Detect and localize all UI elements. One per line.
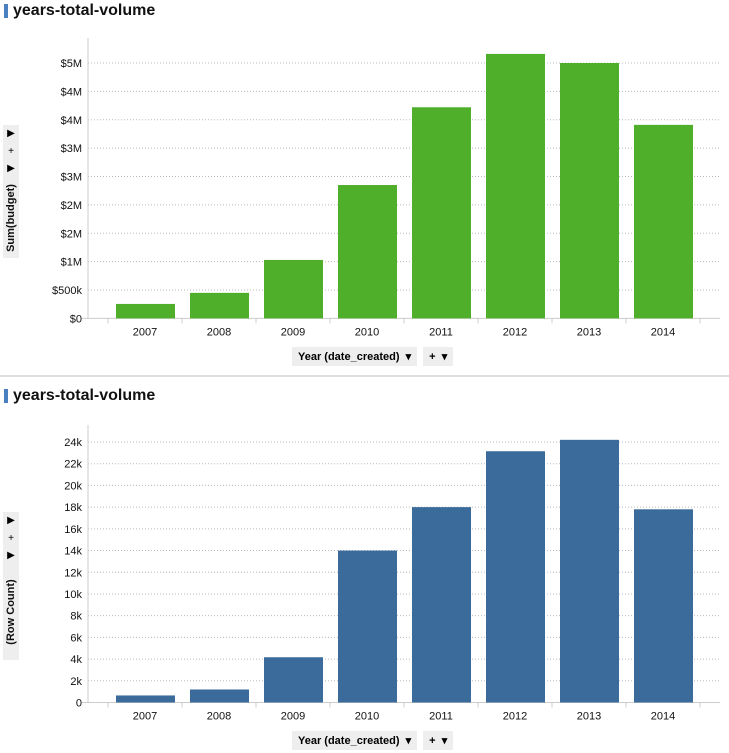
x-tick-label: 2009 bbox=[281, 711, 305, 723]
bar-2013 bbox=[560, 439, 619, 703]
y-tick-label: $4M bbox=[61, 86, 82, 98]
y-tick-label: $500k bbox=[52, 285, 82, 297]
bar-2008 bbox=[190, 689, 249, 703]
add-label: + bbox=[429, 735, 436, 747]
bar-2014 bbox=[634, 509, 693, 703]
y-axis-selector-1[interactable]: Sum(budget) bbox=[3, 178, 19, 258]
expand-arrow-icon[interactable]: ▶ bbox=[7, 128, 15, 139]
y-tick-label: $3M bbox=[61, 143, 82, 155]
y-tick-label: $2M bbox=[61, 228, 82, 240]
add-label: + bbox=[429, 351, 436, 363]
y-tick-label: $3M bbox=[61, 172, 82, 184]
x-tick-label: 2011 bbox=[429, 711, 453, 723]
bar-2008 bbox=[190, 292, 249, 319]
expand-arrow-icon[interactable]: ▶ bbox=[7, 163, 15, 174]
collapse-control-1: ▶ bbox=[3, 160, 19, 178]
y-tick-label: 18k bbox=[64, 502, 82, 514]
y-tick-label: 0 bbox=[76, 698, 82, 710]
add-column-dropdown[interactable]: + ▾ bbox=[423, 731, 454, 750]
bar-2007 bbox=[116, 303, 175, 319]
x-tick-label: 2013 bbox=[577, 711, 601, 723]
y-tick-label: $2M bbox=[61, 200, 82, 212]
x-axis-label: Year (date_created) bbox=[298, 735, 400, 747]
x-tick-label: 2010 bbox=[355, 326, 379, 338]
y-tick-label: 20k bbox=[64, 480, 82, 492]
axis-controls-1: ▶ + bbox=[3, 125, 19, 161]
x-tick-label: 2011 bbox=[429, 326, 453, 338]
axis-controls-2: ▶ + bbox=[3, 512, 19, 548]
bar-2007 bbox=[116, 695, 175, 703]
y-tick-label: 4k bbox=[70, 654, 82, 666]
y-tick-label: 6k bbox=[70, 632, 82, 644]
add-column-dropdown[interactable]: + ▾ bbox=[423, 347, 454, 366]
expand-arrow-icon[interactable]: ▶ bbox=[7, 550, 15, 561]
expand-arrow-icon[interactable]: ▶ bbox=[7, 515, 15, 526]
y-tick-label: 22k bbox=[64, 459, 82, 471]
x-tick-label: 2014 bbox=[651, 711, 675, 723]
title-text: years-total-volume bbox=[13, 2, 156, 19]
bar-2010 bbox=[338, 185, 397, 319]
y-tick-label: $1M bbox=[61, 257, 82, 269]
y-tick-label: 24k bbox=[64, 437, 82, 449]
y-tick-label: $4M bbox=[61, 115, 82, 127]
chart-title-2: years-total-volume bbox=[4, 387, 155, 405]
x-tick-label: 2007 bbox=[133, 711, 157, 723]
x-tick-label: 2007 bbox=[133, 326, 157, 338]
x-tick-label: 2012 bbox=[503, 326, 527, 338]
title-marker bbox=[4, 389, 8, 403]
y-tick-label: $0 bbox=[70, 313, 82, 325]
title-text: years-total-volume bbox=[13, 387, 156, 404]
bar-2012 bbox=[486, 451, 545, 703]
x-tick-label: 2010 bbox=[355, 711, 379, 723]
bar-2012 bbox=[486, 53, 545, 319]
y-tick-label: 12k bbox=[64, 567, 82, 579]
y-axis-selector-2[interactable]: (Row Count) bbox=[3, 564, 19, 660]
collapse-control-2: ▶ bbox=[3, 547, 19, 565]
y-tick-label: 16k bbox=[64, 524, 82, 536]
x-tick-label: 2012 bbox=[503, 711, 527, 723]
x-tick-label: 2014 bbox=[651, 326, 675, 338]
y-tick-label: 2k bbox=[70, 676, 82, 688]
add-axis-icon[interactable]: + bbox=[8, 146, 14, 157]
bar-2011 bbox=[412, 107, 471, 319]
panel-divider bbox=[0, 375, 729, 377]
x-tick-label: 2013 bbox=[577, 326, 601, 338]
bar-2009 bbox=[264, 259, 323, 319]
bar-2010 bbox=[338, 550, 397, 703]
chart-title-1: years-total-volume bbox=[4, 2, 155, 20]
title-marker bbox=[4, 4, 8, 18]
y-tick-label: $5M bbox=[61, 58, 82, 70]
bar-2013 bbox=[560, 63, 619, 319]
x-axis-selector-1: Year (date_created) ▾ + ▾ bbox=[292, 347, 454, 366]
x-axis-selector-2: Year (date_created) ▾ + ▾ bbox=[292, 731, 454, 750]
x-axis-column-dropdown[interactable]: Year (date_created) ▾ bbox=[292, 347, 418, 366]
bar-2011 bbox=[412, 507, 471, 703]
x-tick-label: 2008 bbox=[207, 711, 231, 723]
y-tick-label: 14k bbox=[64, 546, 82, 558]
y-tick-label: 10k bbox=[64, 589, 82, 601]
bar-2014 bbox=[634, 124, 693, 319]
add-axis-icon[interactable]: + bbox=[8, 533, 14, 544]
y-tick-label: 8k bbox=[70, 611, 82, 623]
bar-2009 bbox=[264, 657, 323, 703]
x-axis-label: Year (date_created) bbox=[298, 351, 400, 363]
x-tick-label: 2008 bbox=[207, 326, 231, 338]
x-axis-column-dropdown[interactable]: Year (date_created) ▾ bbox=[292, 731, 418, 750]
x-tick-label: 2009 bbox=[281, 326, 305, 338]
